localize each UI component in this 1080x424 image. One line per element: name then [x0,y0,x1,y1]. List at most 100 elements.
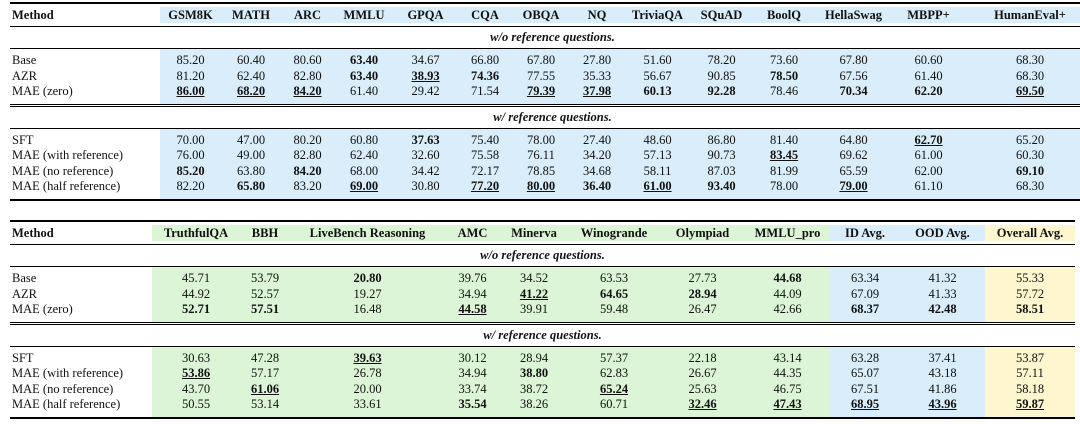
value-cell: 34.52 [500,266,568,287]
value-cell: 75.40 [457,128,513,148]
value-cell: 57.13 [625,148,690,164]
header-row: Method GSM8K MATH ARC MMLU GPQA CQA OBQA NQ Trivi… [10,2,1080,27]
method-cell: MAE (no reference) [12,163,114,178]
value: 26.67 [688,366,717,381]
value-cell: 27.40 [569,128,625,148]
value: 70.00 [176,132,205,147]
value-cell: 68.30 [965,48,1080,69]
value: 35.33 [582,68,612,83]
value: 56.67 [643,68,672,83]
value: 43.70 [181,381,211,396]
value: 30.63 [181,350,211,365]
value: 67.80 [526,53,556,68]
value-cell: 38.26 [500,397,568,419]
value: 77.20 [470,179,500,194]
data-row: MAE (no reference) 85.20 63.80 84.20 68.00 34… [10,163,1080,179]
value: 78.50 [769,68,799,83]
value: 55.33 [1015,271,1045,286]
value: 68.30 [1015,53,1045,68]
value: 19.27 [353,286,382,301]
value: 80.60 [293,53,322,68]
header-cell: Olympiad [660,220,745,245]
value-cell: 37.41 [900,346,985,366]
value-cell: 67.80 [815,48,892,69]
value: 80.20 [293,132,322,147]
method-cell: AZR [12,68,37,83]
value: 51.60 [643,53,672,68]
value-cell: 63.40 [334,48,394,69]
method-cell: MAE (zero) [12,302,73,317]
value-cell: 60.71 [568,397,660,419]
value: 63.34 [850,271,880,286]
value-cell: 78.46 [753,84,815,105]
value: 70.34 [839,84,868,99]
value: 22.18 [688,350,717,365]
value: 43.96 [928,397,957,412]
header-cell: TruthfulQA [152,220,240,245]
value: 63.40 [349,53,379,68]
value-cell: 67.51 [830,381,900,397]
value: 61.00 [643,179,672,194]
value-cell: 60.40 [221,48,281,69]
value: 34.68 [582,163,612,178]
value: 58.18 [1015,381,1045,396]
value: 28.94 [688,286,717,301]
value-cell: 83.20 [281,179,334,201]
value: 47.43 [773,397,802,412]
value-cell: 63.40 [334,68,394,84]
value: 81.99 [769,163,799,178]
data-row: AZR 81.20 62.40 82.80 63.40 38.93 74.36 77.55 35… [10,68,1080,84]
value-cell: 59.48 [568,302,660,323]
section-label: w/ reference questions. [10,321,1075,347]
value-cell: 77.20 [457,179,513,201]
value: 63.28 [850,350,880,365]
method-cell: MAE (no reference) [12,381,114,396]
value-cell: 68.30 [965,68,1080,84]
value: 34.42 [411,163,440,178]
header-cell: Minerva [500,220,568,245]
value-cell: 65.59 [815,163,892,179]
value-cell: 44.09 [745,286,830,302]
value: 52.71 [181,302,211,317]
value: 38.72 [519,381,549,396]
value-cell: 34.68 [569,163,625,179]
value-cell: 61.00 [625,179,690,201]
value: 61.06 [250,381,280,396]
value: 67.51 [850,381,880,396]
data-row: SFT 70.00 47.00 80.20 60.80 37.63 75.40 78.00 27… [10,128,1080,148]
value-cell: 86.80 [690,128,753,148]
value-cell: 52.71 [152,302,240,323]
value: 78.00 [526,132,556,147]
value: 71.54 [470,84,500,99]
value: 90.73 [707,148,736,163]
value: 86.00 [176,84,205,99]
value: 62.20 [914,84,943,99]
value-cell: 64.65 [568,286,660,302]
value-cell: 30.63 [152,346,240,366]
section-row: w/ reference questions. [10,103,1080,129]
value-cell: 60.80 [334,128,394,148]
header-cell: Method [10,2,160,27]
value: 39.63 [353,350,382,365]
value-cell: 41.32 [900,266,985,287]
header-cell: BoolQ [753,2,815,27]
value-cell: 39.91 [500,302,568,323]
value-cell: 43.96 [900,397,985,419]
value-cell: 20.00 [290,381,445,397]
value-cell: 27.80 [569,48,625,69]
section-label: w/o reference questions. [10,26,1080,49]
value: 62.40 [236,68,266,83]
value: 37.98 [582,84,612,99]
value: 61.00 [914,148,943,163]
value: 75.58 [470,148,500,163]
value: 58.51 [1015,302,1045,317]
value: 62.40 [349,148,379,163]
value-cell: 63.80 [221,163,281,179]
value: 77.55 [526,68,556,83]
value-cell: 43.18 [900,366,985,382]
header-cell: OBQA [513,2,569,27]
value: 78.20 [707,53,736,68]
value: 85.20 [176,163,205,178]
value-cell: 57.72 [985,286,1075,302]
